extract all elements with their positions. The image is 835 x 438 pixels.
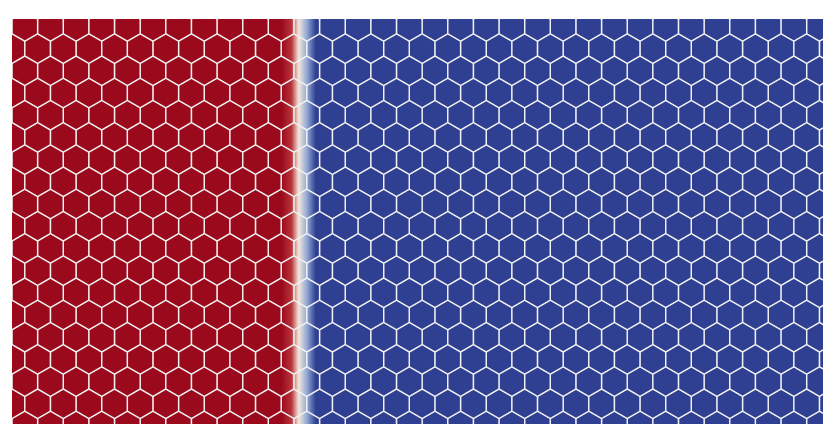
hex-cell bbox=[805, 410, 823, 424]
hex-cell bbox=[293, 410, 321, 424]
hex-cell bbox=[524, 410, 551, 424]
hex-cell bbox=[318, 410, 346, 424]
hex-cell bbox=[113, 410, 141, 424]
hex-cell bbox=[139, 410, 167, 424]
hex-cell bbox=[421, 410, 449, 424]
hex-cell bbox=[780, 410, 808, 424]
hex-cell bbox=[88, 410, 116, 424]
cell-edges bbox=[12, 19, 823, 424]
hex-cell bbox=[472, 410, 500, 424]
hex-cell bbox=[190, 410, 218, 424]
hex-cell bbox=[62, 410, 90, 424]
hex-cell bbox=[729, 410, 757, 424]
hex-cell bbox=[370, 410, 398, 424]
hex-cell bbox=[498, 410, 526, 424]
hex-cell bbox=[36, 410, 64, 424]
scalar-field-background bbox=[12, 19, 823, 424]
hex-cell bbox=[754, 410, 782, 424]
hex-cell bbox=[242, 410, 270, 424]
hex-cell bbox=[447, 410, 475, 424]
hex-cell bbox=[677, 410, 705, 424]
hex-cell bbox=[652, 410, 680, 424]
hex-cell bbox=[703, 410, 731, 424]
hex-cell bbox=[12, 410, 39, 424]
hex-mesh-render bbox=[12, 19, 823, 424]
scalar-field-panel bbox=[12, 19, 823, 424]
hex-cell bbox=[549, 410, 577, 424]
hex-cell bbox=[395, 410, 423, 424]
hex-cell bbox=[344, 410, 372, 424]
hex-cell bbox=[575, 410, 603, 424]
hex-cell bbox=[267, 410, 295, 424]
hex-cell bbox=[626, 410, 654, 424]
hex-cell bbox=[600, 410, 628, 424]
hex-cell bbox=[165, 410, 193, 424]
hex-cell bbox=[216, 410, 244, 424]
